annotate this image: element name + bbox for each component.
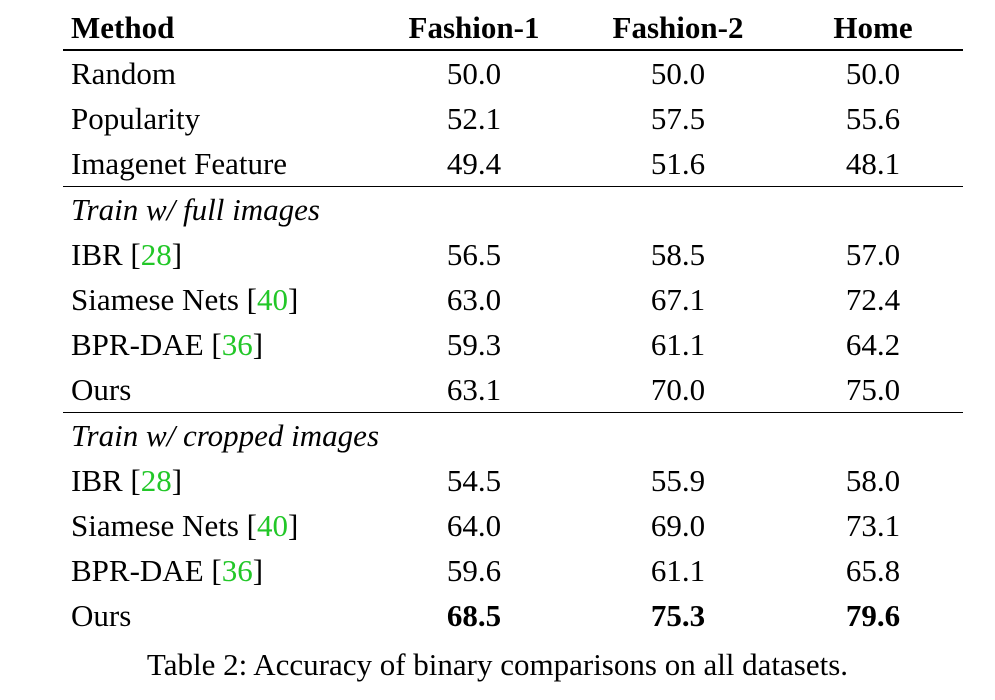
table-row: Siamese Nets [40] 63.0 67.1 72.4 [63,277,963,322]
citation-link[interactable]: 28 [140,463,172,498]
value-cell: 65.8 [845,553,901,588]
value-cell: 61.1 [650,553,706,588]
table-row: Ours 63.1 70.0 75.0 [63,367,963,413]
method-name: IBR [ [71,463,141,498]
value-cell: 58.0 [845,463,901,498]
method-cell: Popularity [71,101,201,136]
value-cell: 75.0 [845,372,901,407]
header-home: Home [783,6,963,51]
value-cell: 72.4 [845,282,901,317]
value-cell: 64.2 [845,327,901,362]
value-cell: 50.0 [650,56,706,91]
value-cell: 50.0 [845,56,901,91]
bracket-close: ] [287,508,299,543]
table-row: Imagenet Feature 49.4 51.6 48.1 [63,141,963,187]
value-cell: 54.5 [446,463,502,498]
value-cell: 63.1 [446,372,502,407]
header-fashion-2: Fashion-2 [573,6,783,51]
value-cell: 73.1 [845,508,901,543]
bracket-close: ] [252,553,264,588]
method-cell: BPR-DAE [36] [63,322,375,367]
value-cell: 70.0 [650,372,706,407]
value-cell: 69.0 [650,508,706,543]
value-cell: 49.4 [446,146,502,181]
table-row: Random 50.0 50.0 50.0 [63,50,963,96]
table-row: IBR [28] 56.5 58.5 57.0 [63,232,963,277]
value-cell: 63.0 [446,282,502,317]
bracket-close: ] [287,282,299,317]
citation-link[interactable]: 36 [221,327,253,362]
value-cell: 58.5 [650,237,706,272]
method-cell: Ours [71,598,132,633]
citation-link[interactable]: 28 [140,237,172,272]
value-cell: 48.1 [845,146,901,181]
method-cell: Ours [71,372,132,407]
group-title-cropped-images: Train w/ cropped images [63,412,963,458]
group-title-full-images: Train w/ full images [63,186,963,232]
table-header-row: Method Fashion-1 Fashion-2 Home [63,6,963,51]
value-cell: 64.0 [446,508,502,543]
method-cell: BPR-DAE [36] [63,548,375,593]
table-row: Siamese Nets [40] 64.0 69.0 73.1 [63,503,963,548]
bracket-close: ] [171,237,183,272]
table-row: Ours 68.5 75.3 79.6 [63,593,963,638]
citation-link[interactable]: 40 [256,508,288,543]
best-value-cell: 75.3 [650,598,706,633]
citation-link[interactable]: 36 [221,553,253,588]
bracket-close: ] [252,327,264,362]
table-row: IBR [28] 54.5 55.9 58.0 [63,458,963,503]
bracket-close: ] [171,463,183,498]
value-cell: 59.6 [446,553,502,588]
header-fashion-1: Fashion-1 [375,6,573,51]
value-cell: 57.5 [650,101,706,136]
value-cell: 55.6 [845,101,901,136]
header-method: Method [63,6,375,51]
method-cell: Siamese Nets [40] [63,277,375,322]
value-cell: 57.0 [845,237,901,272]
best-value-cell: 68.5 [446,598,502,633]
method-cell: IBR [28] [63,458,375,503]
method-cell: Random [71,56,177,91]
method-name: BPR-DAE [ [71,327,222,362]
method-name: Siamese Nets [ [71,282,257,317]
table-row: BPR-DAE [36] 59.3 61.1 64.2 [63,322,963,367]
method-cell: IBR [28] [63,232,375,277]
method-cell: Siamese Nets [40] [63,503,375,548]
table-caption: Table 2: Accuracy of binary comparisons … [146,647,849,682]
value-cell: 52.1 [446,101,502,136]
value-cell: 51.6 [650,146,706,181]
value-cell: 67.1 [650,282,706,317]
results-table: Method Fashion-1 Fashion-2 Home Random 5… [63,6,963,638]
method-cell: Imagenet Feature [71,146,288,181]
table-row: Popularity 52.1 57.5 55.6 [63,96,963,141]
value-cell: 61.1 [650,327,706,362]
method-name: Siamese Nets [ [71,508,257,543]
method-name: IBR [ [71,237,141,272]
value-cell: 56.5 [446,237,502,272]
value-cell: 50.0 [446,56,502,91]
group-title-row: Train w/ cropped images [63,412,963,458]
value-cell: 55.9 [650,463,706,498]
best-value-cell: 79.6 [845,598,901,633]
value-cell: 59.3 [446,327,502,362]
table-row: BPR-DAE [36] 59.6 61.1 65.8 [63,548,963,593]
results-table-container: Method Fashion-1 Fashion-2 Home Random 5… [63,6,963,638]
method-name: BPR-DAE [ [71,553,222,588]
group-title-row: Train w/ full images [63,186,963,232]
citation-link[interactable]: 40 [256,282,288,317]
